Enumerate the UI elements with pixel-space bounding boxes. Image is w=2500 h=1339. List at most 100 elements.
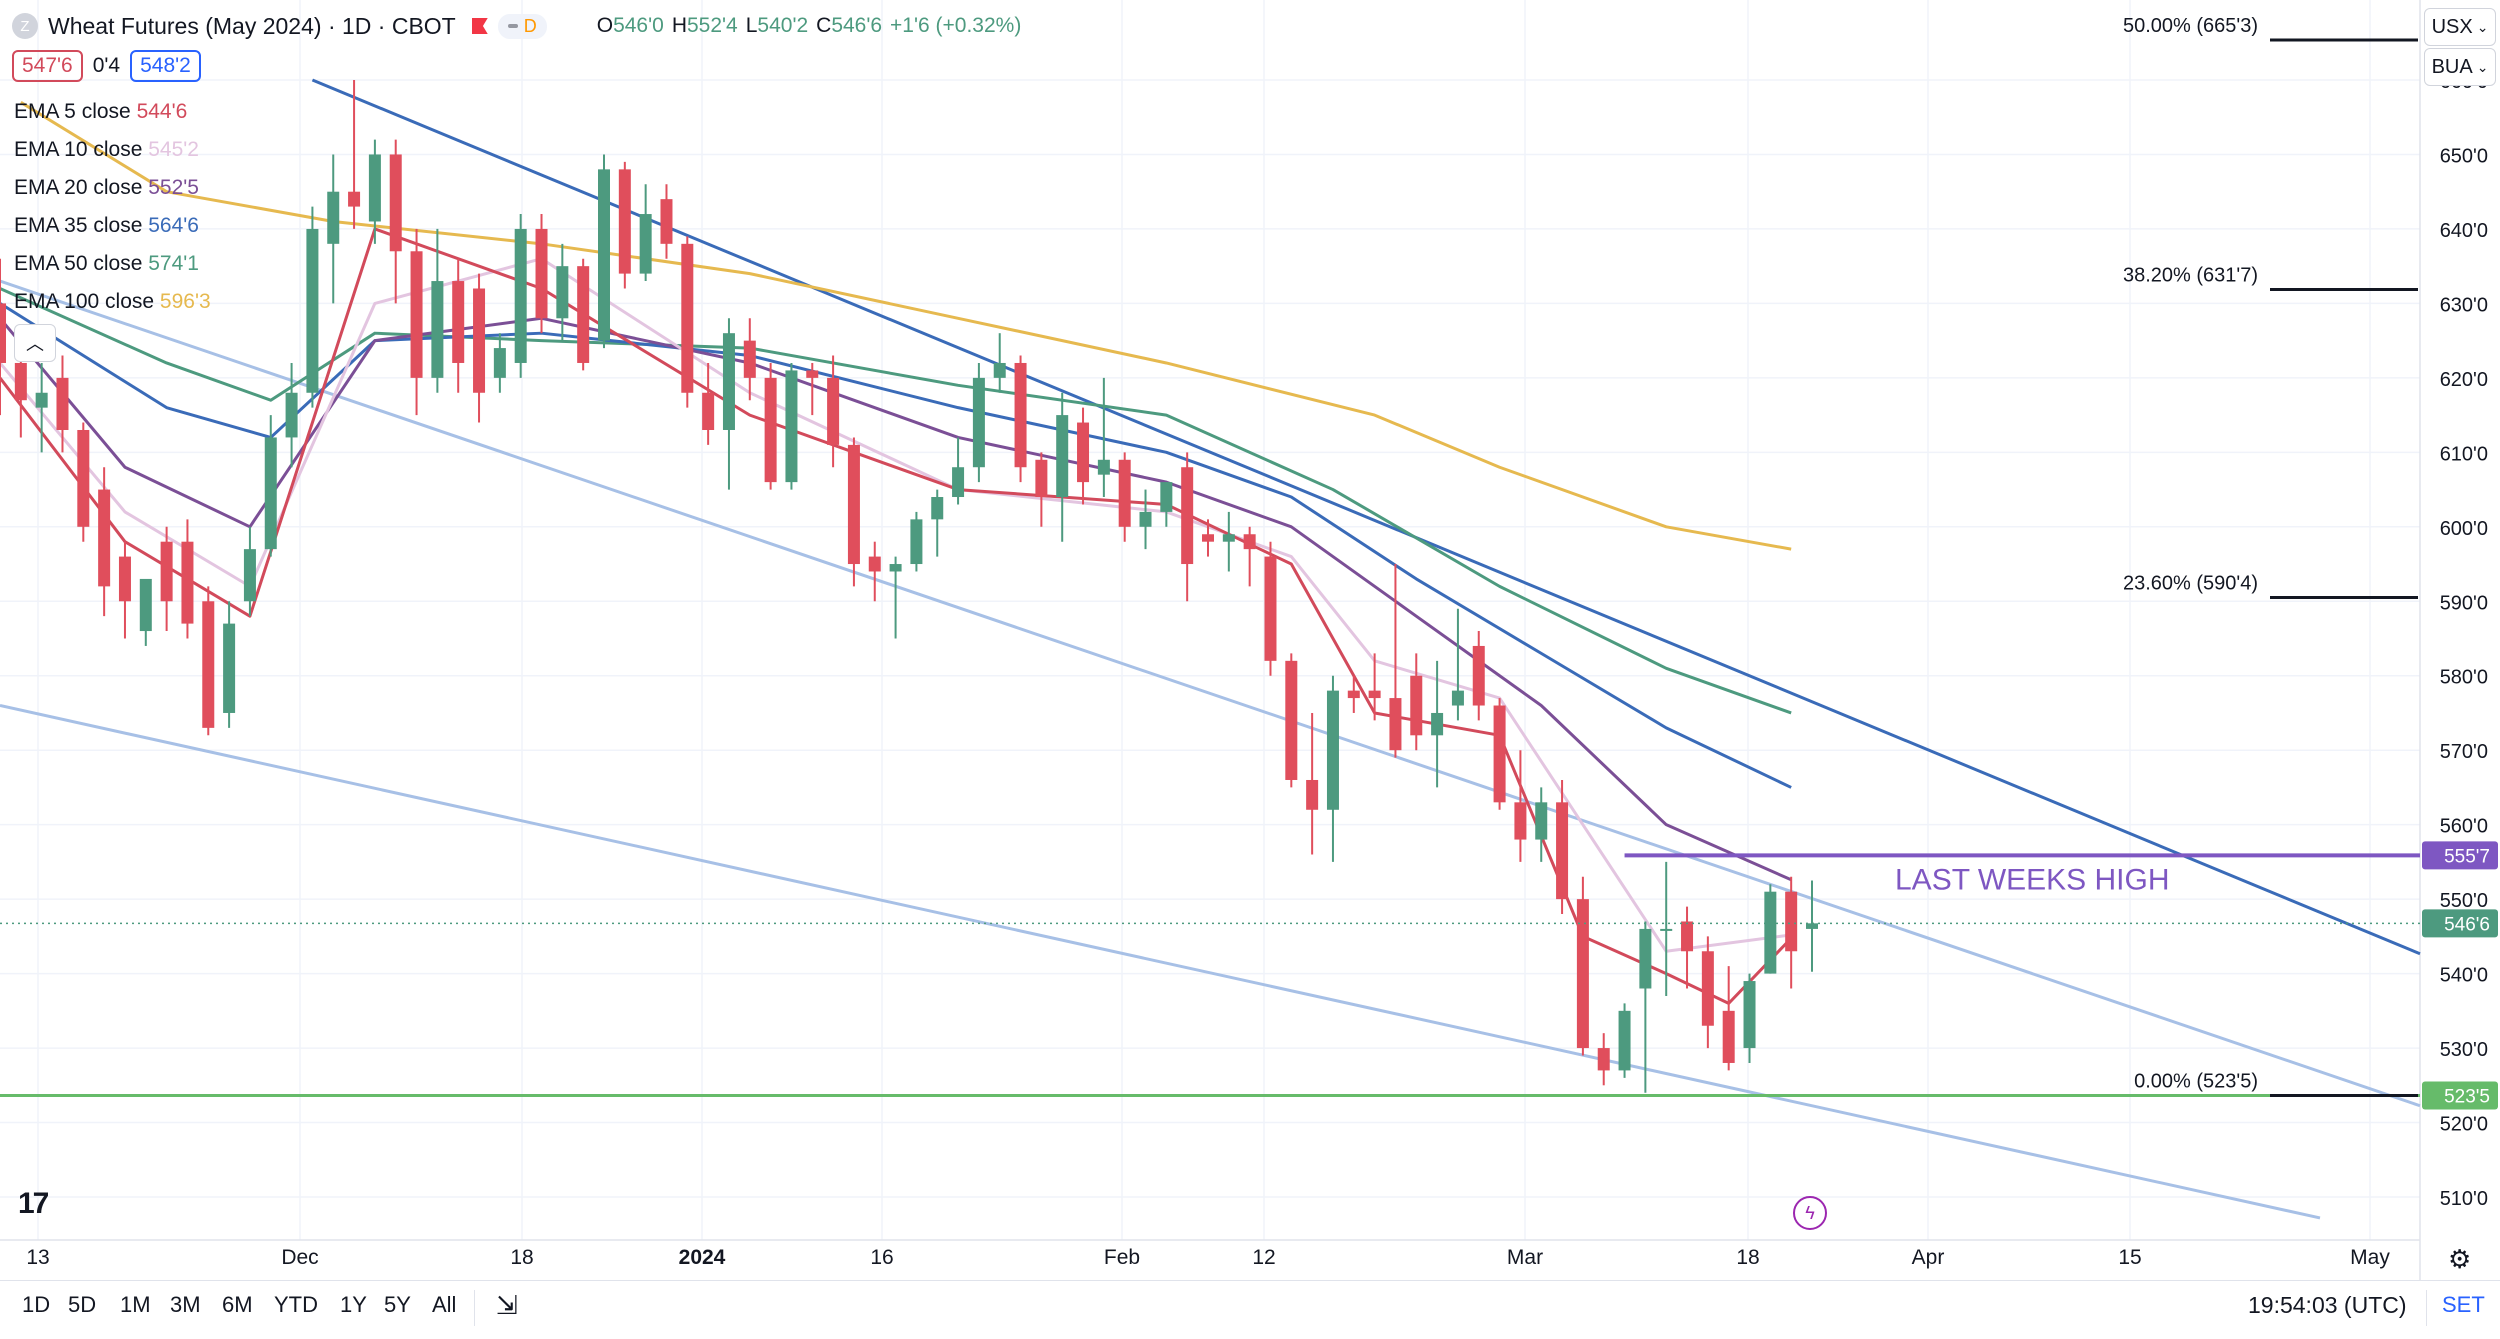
candle[interactable] [1514, 750, 1527, 862]
candle[interactable] [1556, 779, 1569, 915]
timeframe-button-5d[interactable]: 5D [68, 1292, 97, 1317]
candle[interactable] [806, 362, 819, 416]
candle[interactable] [556, 243, 569, 341]
candle[interactable] [181, 519, 194, 639]
candle[interactable] [56, 355, 69, 453]
candle[interactable] [139, 578, 152, 646]
candle[interactable] [660, 184, 673, 259]
candle[interactable] [306, 206, 319, 408]
candle[interactable] [1222, 511, 1235, 572]
candle[interactable] [1618, 1003, 1631, 1078]
candle[interactable] [1056, 392, 1069, 542]
candle[interactable] [410, 228, 423, 416]
candle[interactable] [681, 236, 694, 408]
candle[interactable] [285, 362, 298, 468]
candle[interactable] [1202, 519, 1214, 557]
candle[interactable] [1181, 452, 1194, 602]
candle[interactable] [952, 437, 965, 505]
candle[interactable] [1806, 880, 1818, 972]
candle[interactable] [1660, 861, 1673, 996]
timeframe-button-ytd[interactable]: YTD [274, 1292, 318, 1317]
candle[interactable] [702, 362, 715, 445]
candle[interactable] [1535, 787, 1548, 862]
candle[interactable] [118, 541, 131, 639]
candle[interactable] [847, 437, 860, 587]
candle[interactable] [1306, 712, 1319, 855]
candle[interactable] [1410, 653, 1423, 751]
timeframe-button-all[interactable]: All [432, 1292, 457, 1317]
candle[interactable] [743, 318, 756, 401]
candle[interactable] [827, 355, 840, 468]
candle[interactable] [1139, 489, 1152, 550]
candle[interactable] [993, 333, 1006, 393]
candle[interactable] [368, 139, 381, 244]
candle[interactable] [0, 258, 6, 416]
candle[interactable] [1014, 355, 1027, 483]
candle[interactable] [160, 526, 173, 632]
candle[interactable] [493, 333, 506, 393]
candle[interactable] [889, 556, 902, 639]
bid-price-button[interactable]: 547'6 [12, 50, 83, 82]
candle[interactable] [598, 154, 610, 349]
candle[interactable] [910, 511, 923, 572]
timeframe-button-3m[interactable]: 3M [170, 1292, 201, 1317]
candle[interactable] [452, 258, 465, 393]
flag-icon[interactable] [471, 18, 488, 34]
candle[interactable] [35, 362, 48, 453]
candle[interactable] [77, 422, 90, 542]
candle[interactable] [1639, 921, 1652, 1093]
candle[interactable] [868, 541, 881, 602]
candle[interactable] [431, 228, 444, 393]
candle[interactable] [264, 415, 277, 557]
timeframe-button-6m[interactable]: 6M [222, 1292, 253, 1317]
ema-legend-row[interactable]: EMA 5 close 544'6 [14, 100, 187, 124]
ema-legend-row[interactable]: EMA 10 close 545'2 [14, 138, 199, 162]
candle[interactable] [972, 362, 985, 483]
events-bolt-icon[interactable]: ϟ [1793, 1196, 1827, 1230]
candle[interactable] [1701, 936, 1714, 1049]
candle[interactable] [348, 80, 361, 229]
candle[interactable] [1264, 541, 1277, 676]
date-range-icon[interactable]: ⇲ [496, 1290, 518, 1320]
candle[interactable] [1576, 876, 1589, 1056]
trendline[interactable] [0, 279, 2421, 1108]
currency-select[interactable]: USX ⌄ [2424, 8, 2496, 46]
candle[interactable] [1451, 608, 1464, 721]
candle[interactable] [243, 526, 256, 617]
candle[interactable] [577, 258, 590, 371]
candle[interactable] [1743, 973, 1756, 1063]
candle[interactable] [1431, 660, 1444, 788]
candle[interactable] [618, 161, 631, 289]
timeframe-button-1d[interactable]: 1D [22, 1292, 51, 1317]
timeframe-button-1y[interactable]: 1Y [340, 1292, 367, 1317]
candle[interactable] [98, 467, 111, 617]
candle[interactable] [514, 214, 527, 378]
candle[interactable] [389, 139, 402, 304]
symbol-title[interactable]: Wheat Futures (May 2024) · 1D · CBOT [48, 12, 456, 39]
candle[interactable] [931, 489, 944, 557]
candle[interactable] [202, 586, 215, 736]
collapse-legend-button[interactable]: ︿ [14, 324, 56, 362]
ema-legend-row[interactable]: EMA 50 close 574'1 [14, 252, 199, 276]
candle[interactable] [1597, 1033, 1610, 1086]
ema-legend-row[interactable]: EMA 100 close 596'3 [14, 290, 211, 314]
candle[interactable] [764, 362, 777, 490]
candle[interactable] [1035, 452, 1048, 527]
data-status-pill[interactable]: D [497, 13, 547, 39]
candle[interactable] [785, 362, 798, 490]
candle[interactable] [639, 184, 652, 282]
candle[interactable] [14, 348, 27, 438]
clock-readout[interactable]: 19:54:03 (UTC) [2248, 1292, 2407, 1318]
candle[interactable] [1681, 906, 1694, 989]
candle[interactable] [1368, 653, 1381, 721]
candle[interactable] [1347, 675, 1360, 713]
candle[interactable] [1785, 876, 1798, 989]
candle[interactable] [223, 601, 236, 728]
candle[interactable] [1160, 482, 1173, 527]
candle[interactable] [1764, 884, 1777, 974]
candle[interactable] [1389, 564, 1402, 758]
settings-button[interactable]: SET [2442, 1292, 2485, 1317]
candle[interactable] [1722, 966, 1735, 1071]
candle[interactable] [1118, 452, 1131, 542]
